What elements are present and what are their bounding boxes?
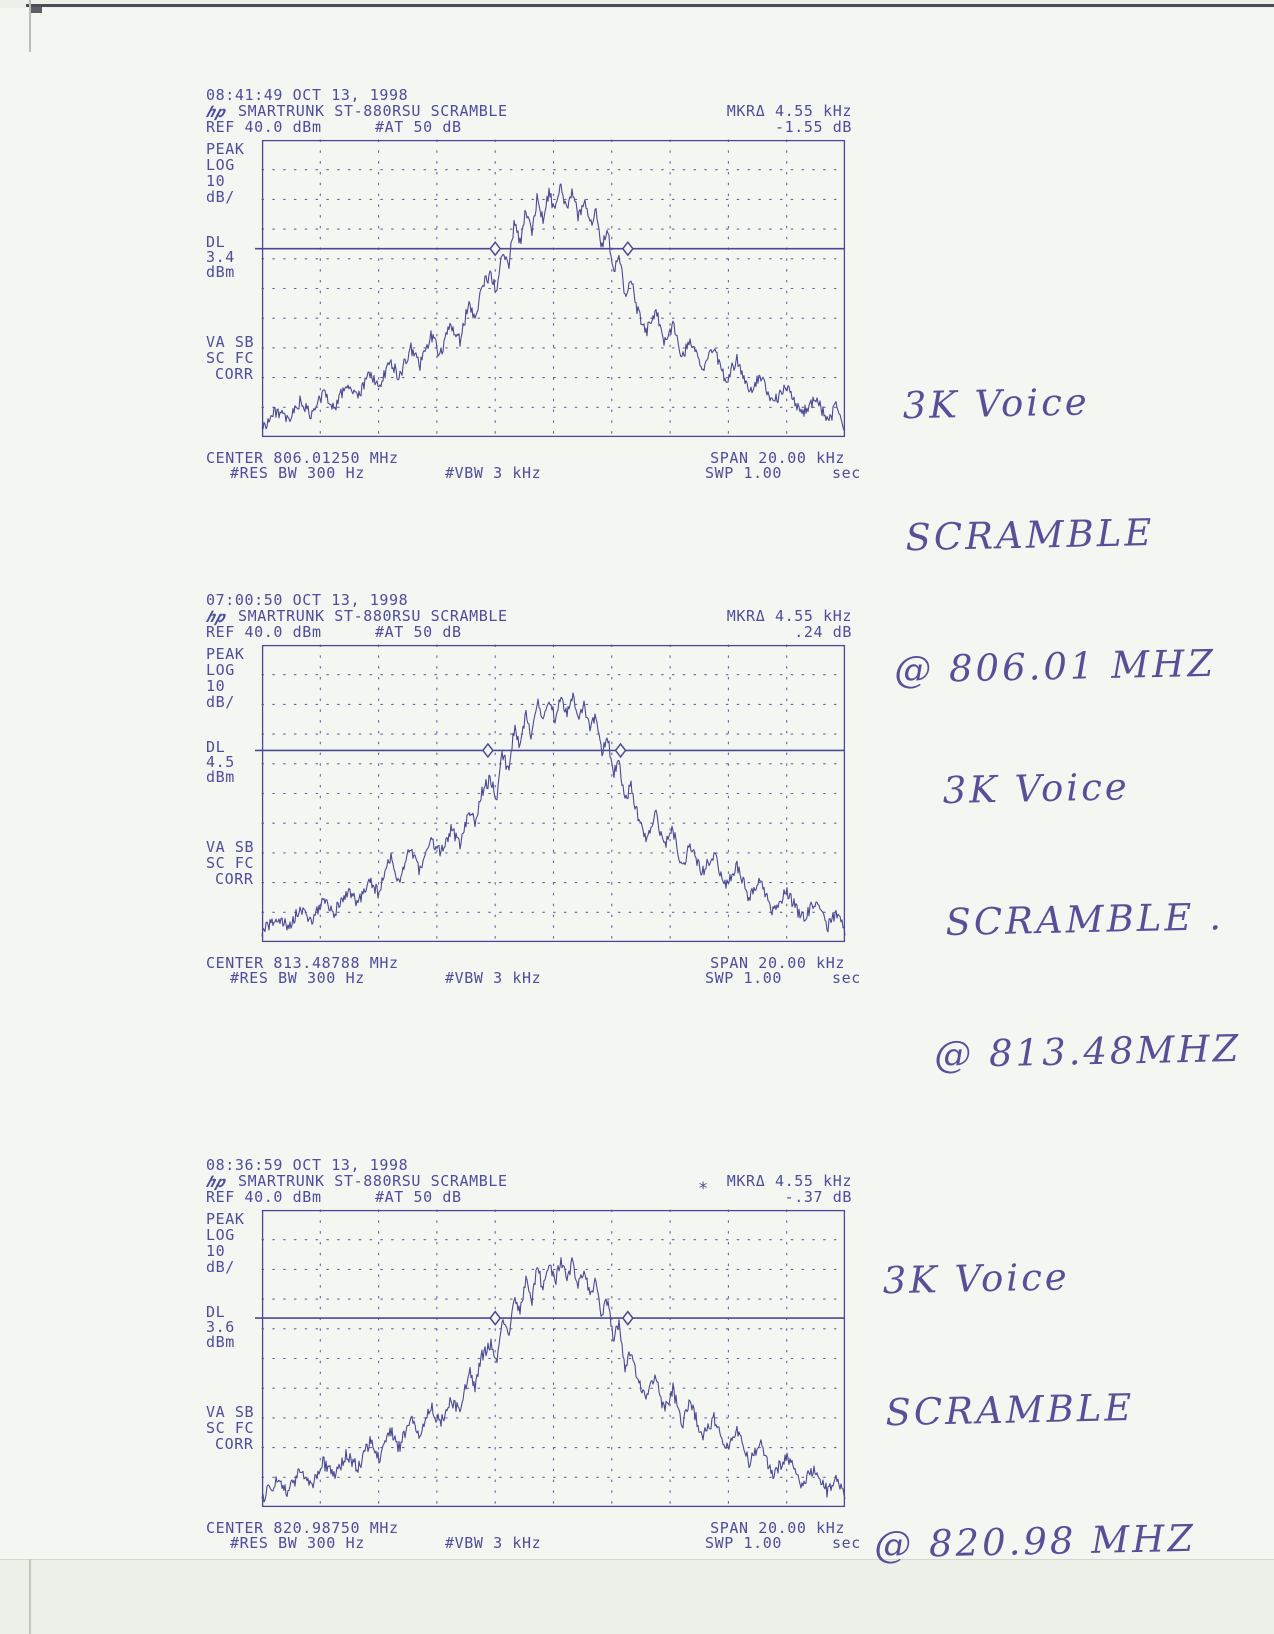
sweep-unit-label: sec: [832, 969, 861, 987]
display-line-unit: dBm: [206, 768, 235, 786]
detector-label: PEAK: [206, 1210, 245, 1228]
handwritten-line: SCRAMBLE .: [945, 895, 1225, 945]
display-line-label: DL: [206, 738, 226, 756]
scan-artifact-mark: [30, 7, 42, 13]
scale-unit: dB/: [206, 188, 235, 206]
vbw-label: #VBW 3 kHz: [445, 969, 542, 987]
attenuation-label: #AT 50 dB: [375, 623, 462, 641]
display-line-value: 3.4: [206, 248, 235, 266]
display-line-value: 4.5: [206, 753, 235, 771]
marker-delta-label: MKRΔ 4.55 kHz: [726, 102, 852, 120]
chart-title: SMARTRUNK ST-880RSU SCRAMBLE: [238, 102, 508, 120]
span-label: SPAN 20.00 kHz: [710, 1519, 845, 1537]
scan-edge-line-top: [26, 4, 1274, 7]
marker-delta-value: -.37 dB: [784, 1188, 852, 1206]
res-bw-label: #RES BW 300 Hz: [230, 1534, 365, 1552]
marker-delta-label: MKRΔ 4.55 kHz: [726, 1172, 852, 1190]
marker-delta-value: .24 dB: [794, 623, 852, 641]
handwritten-line: SCRAMBLE: [905, 511, 1155, 560]
scale-unit: dB/: [206, 1258, 235, 1276]
detector-label: PEAK: [206, 140, 245, 158]
handwritten-line: 3K Voice: [882, 1255, 1071, 1303]
ref-level-label: REF 40.0 dBm: [206, 623, 322, 641]
spectrum-analyzer-chart-2: 07:00:50 OCT 13, 1998 hp SMARTRUNK ST-88…: [200, 590, 880, 990]
sweep-label: SWP 1.00: [705, 464, 783, 482]
scan-edge-line-left-bottom: [29, 1559, 31, 1634]
display-line-value: 3.6: [206, 1318, 235, 1336]
attenuation-label: #AT 50 dB: [375, 118, 462, 136]
vbw-label: #VBW 3 kHz: [445, 1534, 542, 1552]
sweep-unit-label: sec: [832, 1534, 861, 1552]
annunciator-va-sb: VA SB: [206, 333, 255, 351]
attenuation-label: #AT 50 dB: [375, 1188, 462, 1206]
center-frequency-label: CENTER 806.01250 MHz: [206, 449, 399, 467]
marker-delta-label: MKRΔ 4.55 kHz: [726, 607, 852, 625]
annunciator-corr: CORR: [215, 870, 254, 888]
handwritten-note-2: 3K Voice SCRAMBLE . @ 813.48MHZ: [934, 675, 1242, 1121]
spectrum-analyzer-chart-1: 08:41:49 OCT 13, 1998 hp SMARTRUNK ST-88…: [200, 85, 880, 485]
display-line-label: DL: [206, 1303, 226, 1321]
log-label: LOG: [206, 661, 235, 679]
center-frequency-label: CENTER 813.48788 MHz: [206, 954, 399, 972]
annunciator-corr: CORR: [215, 365, 254, 383]
scale-value: 10: [206, 172, 226, 190]
marker-delta-value: -1.55 dB: [774, 118, 852, 136]
timestamp: 08:36:59 OCT 13, 1998: [206, 1156, 409, 1174]
photo-print-3: [0, 1010, 1274, 1560]
res-bw-label: #RES BW 300 Hz: [230, 464, 365, 482]
ref-level-label: REF 40.0 dBm: [206, 1188, 322, 1206]
center-frequency-label: CENTER 820.98750 MHz: [206, 1519, 399, 1537]
log-label: LOG: [206, 1226, 235, 1244]
handwritten-note-3: 3K Voice SCRAMBLE @ 820.98 MHZ: [874, 1165, 1197, 1611]
chart-title: SMARTRUNK ST-880RSU SCRAMBLE: [238, 1172, 508, 1190]
annunciator-corr: CORR: [215, 1435, 254, 1453]
ref-level-label: REF 40.0 dBm: [206, 118, 322, 136]
vbw-label: #VBW 3 kHz: [445, 464, 542, 482]
scale-unit: dB/: [206, 693, 235, 711]
detector-label: PEAK: [206, 645, 245, 663]
photo-print-2: [0, 502, 1274, 1011]
sweep-label: SWP 1.00: [705, 1534, 783, 1552]
timestamp: 08:41:49 OCT 13, 1998: [206, 86, 409, 104]
annunciator-va-sb: VA SB: [206, 1403, 255, 1421]
res-bw-label: #RES BW 300 Hz: [230, 969, 365, 987]
chart-title: SMARTRUNK ST-880RSU SCRAMBLE: [238, 607, 508, 625]
display-line-unit: dBm: [206, 1333, 235, 1351]
log-label: LOG: [206, 156, 235, 174]
timestamp: 07:00:50 OCT 13, 1998: [206, 591, 409, 609]
display-line-label: DL: [206, 233, 226, 251]
photo-print-1: [0, 8, 1274, 503]
spectrum-analyzer-chart-3: 08:36:59 OCT 13, 1998 hp SMARTRUNK ST-88…: [200, 1155, 880, 1555]
span-label: SPAN 20.00 kHz: [710, 954, 845, 972]
scale-value: 10: [206, 1242, 226, 1260]
spectrum-graticule: [255, 1209, 846, 1508]
handwritten-note-1: 3K Voice SCRAMBLE @ 806.01 MHZ: [894, 290, 1217, 736]
span-label: SPAN 20.00 kHz: [710, 449, 845, 467]
star-annunciator: *: [698, 1179, 709, 1199]
display-line-unit: dBm: [206, 263, 235, 281]
sweep-label: SWP 1.00: [705, 969, 783, 987]
handwritten-line: @ 813.48MHZ: [933, 1026, 1242, 1077]
handwritten-line: SCRAMBLE: [885, 1386, 1135, 1435]
spectrum-graticule: [255, 644, 846, 943]
annunciator-sc-fc: SC FC: [206, 349, 255, 367]
handwritten-line: 3K Voice: [942, 765, 1131, 813]
sweep-unit-label: sec: [832, 464, 861, 482]
annunciator-va-sb: VA SB: [206, 838, 255, 856]
annunciator-sc-fc: SC FC: [206, 1419, 255, 1437]
scale-value: 10: [206, 677, 226, 695]
handwritten-line: @ 820.98 MHZ: [873, 1516, 1197, 1567]
handwritten-line: 3K Voice: [902, 380, 1091, 428]
scan-edge-line-left-top: [29, 0, 31, 52]
annunciator-sc-fc: SC FC: [206, 854, 255, 872]
spectrum-graticule: [255, 139, 846, 438]
